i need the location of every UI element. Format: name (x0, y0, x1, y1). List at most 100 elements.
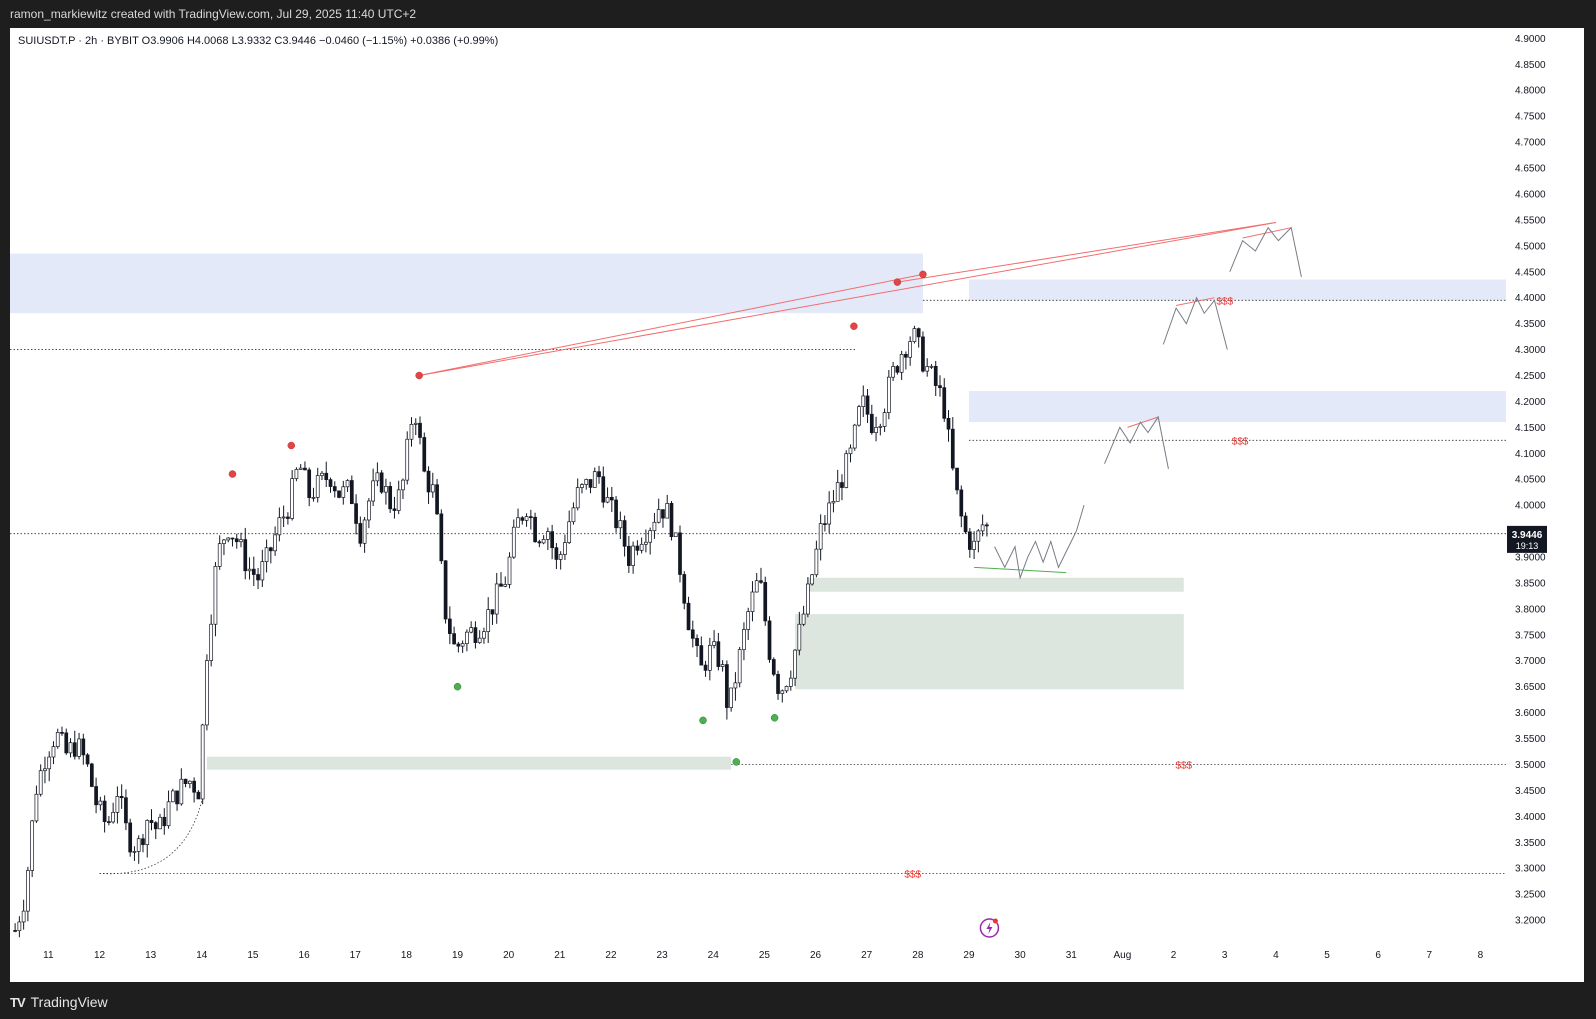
y-tick-label: 3.6500 (1515, 682, 1546, 693)
y-tick-label: 4.5500 (1515, 215, 1546, 226)
candle-body (814, 548, 819, 576)
candle-body (631, 545, 635, 566)
candle-body (635, 545, 640, 551)
candle-body (256, 574, 260, 581)
swing-low-marker (732, 758, 741, 766)
candle-body (712, 641, 716, 646)
x-tick-label: 18 (401, 950, 413, 961)
candle-body (328, 479, 333, 487)
price-chart[interactable]: $$$ $$$ $$$ $$$ 4.9000 4.8500 4.8000 4.7500 4.7… (10, 28, 1584, 982)
x-tick-label: 2 (1171, 950, 1177, 961)
candle-body (286, 516, 290, 519)
candle-body (209, 623, 214, 661)
y-tick-label: 4.8000 (1515, 86, 1546, 97)
candle-body (780, 690, 785, 694)
projection-path (994, 505, 1085, 580)
x-tick-label: 3 (1222, 950, 1228, 961)
candle-body (213, 566, 218, 625)
candle-body (196, 791, 201, 800)
y-tick-label: 3.8500 (1515, 578, 1546, 589)
candle-body (584, 479, 589, 485)
candle-body (929, 365, 934, 368)
x-tick-label: 30 (1015, 950, 1027, 961)
candle-body (622, 520, 627, 547)
candle-body (243, 539, 248, 572)
y-tick-label: 4.9000 (1515, 34, 1546, 45)
candle-body (145, 820, 150, 846)
red-trendline (897, 221, 1276, 283)
candle-body (652, 521, 657, 532)
y-tick-label: 3.2000 (1515, 916, 1546, 927)
candle-body (26, 870, 30, 912)
x-tick-label: 6 (1375, 950, 1381, 961)
candle-body (627, 545, 631, 566)
candle-body (797, 623, 802, 651)
candle-body (166, 801, 171, 827)
candle-body (865, 395, 870, 415)
candle-body (21, 910, 26, 923)
candle-body (537, 541, 542, 544)
liquidity-label: $$$ (1232, 436, 1249, 447)
candle-body (447, 618, 452, 634)
swing-high-marker (287, 441, 296, 450)
candle-body (503, 584, 508, 587)
candle-body (128, 822, 133, 853)
candle-body (618, 520, 623, 529)
candle-body (563, 542, 567, 555)
candle-body (682, 574, 687, 604)
bottom-bar: TV TradingView (0, 988, 1596, 1019)
demand-zone (807, 577, 1184, 592)
demand-zone (206, 756, 732, 770)
candle-body (226, 537, 231, 541)
candle-body (260, 561, 265, 581)
liquidity-label: $$$ (1216, 296, 1233, 307)
candle-body (375, 472, 380, 482)
brand-name: TradingView (30, 994, 108, 1010)
candle-body (465, 631, 469, 645)
candle-body (379, 472, 384, 493)
y-tick-label: 3.4000 (1515, 812, 1546, 823)
candle-body (733, 682, 738, 689)
candle-body (298, 467, 303, 470)
y-tick-label: 4.6000 (1515, 189, 1546, 200)
x-tick-label: 8 (1478, 950, 1484, 961)
x-tick-label: 12 (94, 950, 106, 961)
y-tick-label: 3.2500 (1515, 890, 1546, 901)
candle-body (916, 328, 921, 338)
candle-body (277, 517, 282, 536)
candle-body (281, 516, 286, 519)
candle-body (38, 770, 43, 795)
y-tick-label: 4.1500 (1515, 423, 1546, 434)
candle-body (430, 484, 435, 493)
chart-frame[interactable]: $$$ $$$ $$$ $$$ 4.9000 4.8500 4.8000 4.7500 4.7… (10, 28, 1584, 982)
candle-body (874, 426, 878, 434)
candle-body (869, 413, 874, 434)
candle-body (81, 738, 86, 756)
candle-body (580, 484, 584, 488)
x-tick-label: 28 (912, 950, 924, 961)
candle-body (392, 508, 397, 511)
candle-body (141, 838, 145, 846)
candle-body (644, 541, 648, 545)
brand[interactable]: TV TradingView (10, 994, 108, 1010)
lightning-bolt-icon (986, 922, 993, 934)
candle-body (835, 482, 840, 502)
candle-body (107, 821, 111, 823)
x-tick-label: 4 (1273, 950, 1279, 961)
x-tick-label: Aug (1114, 950, 1132, 961)
supply-zone (968, 279, 1506, 301)
candle-body (311, 497, 316, 499)
candle-body (844, 453, 849, 488)
candle-body (716, 641, 721, 667)
candle-body (153, 822, 158, 830)
candle-body (938, 385, 942, 389)
projection-path (1104, 415, 1169, 469)
candle-body (605, 497, 610, 503)
demand-zone (795, 614, 1184, 690)
candle-body (857, 406, 861, 426)
candle-body (942, 387, 947, 419)
candle-body (158, 816, 162, 830)
candle-body (443, 560, 448, 620)
candle-body (132, 851, 137, 853)
candle-body (264, 547, 269, 563)
